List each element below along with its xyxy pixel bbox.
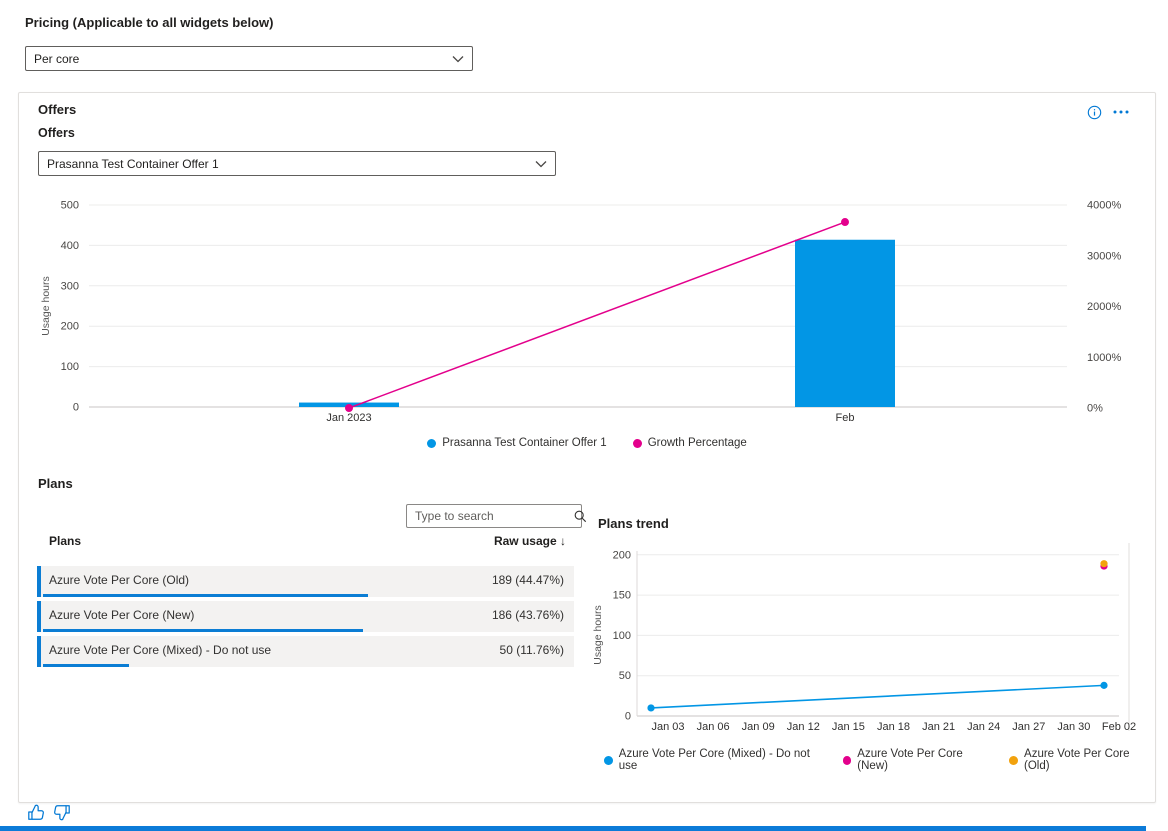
offers-dropdown-value: Prasanna Test Container Offer 1 xyxy=(47,156,219,171)
chevron-down-icon xyxy=(535,160,547,168)
info-icon[interactable] xyxy=(1085,103,1103,121)
axis-label: 200 xyxy=(61,321,79,333)
plan-raw-usage: 186 (43.76%) xyxy=(491,608,564,622)
thumb-down-icon[interactable] xyxy=(52,804,72,824)
plan-name: Azure Vote Per Core (Mixed) - Do not use xyxy=(49,643,272,657)
axis-label: Usage hours xyxy=(40,276,52,336)
plans-trend-chart: 0 50 100 150 200 Usage hours Jan 03 Jan 06 Jan 0… xyxy=(592,543,1136,733)
legend-item[interactable]: Azure Vote Per Core (Mixed) - Do not use xyxy=(604,748,827,772)
axis-label: Jan 03 xyxy=(651,721,684,733)
search-input[interactable] xyxy=(407,509,574,523)
axis-label: 1000% xyxy=(1087,352,1121,364)
offers-select-label: Offers xyxy=(38,126,75,140)
legend-dot xyxy=(632,438,642,448)
axis-label: 500 xyxy=(61,200,79,212)
axis-label: Jan 15 xyxy=(832,721,865,733)
chevron-down-icon xyxy=(452,55,464,63)
axis-label: 100 xyxy=(61,361,79,373)
row-accent-stripe xyxy=(37,601,41,632)
plan-usage-bar xyxy=(43,664,129,667)
column-header-plans: Plans xyxy=(49,534,82,548)
legend-label: Prasanna Test Container Offer 1 xyxy=(442,437,607,449)
axis-label: Jan 24 xyxy=(967,721,1000,733)
table-row[interactable]: Azure Vote Per Core (New) 186 (43.76%) xyxy=(37,601,574,632)
plans-table-header: Plans Raw usage ↓ xyxy=(37,534,574,551)
legend-item[interactable]: Growth Percentage xyxy=(632,437,747,449)
plans-search xyxy=(406,504,587,528)
card-title: Offers xyxy=(38,102,77,117)
legend-item[interactable]: Azure Vote Per Core (Old) xyxy=(1009,748,1155,772)
axis-label: 100 xyxy=(613,630,631,642)
axis-label: Jan 12 xyxy=(787,721,820,733)
horizontal-scrollbar[interactable] xyxy=(0,826,1146,831)
table-row[interactable]: Azure Vote Per Core (Mixed) - Do not use… xyxy=(37,636,574,667)
data-point xyxy=(1100,560,1108,568)
plan-name: Azure Vote Per Core (Old) xyxy=(49,573,190,587)
axis-label: 150 xyxy=(613,590,631,602)
plans-trend-title: Plans trend xyxy=(598,516,669,531)
axis-label: Jan 09 xyxy=(742,721,775,733)
pricing-dropdown[interactable]: Per core xyxy=(25,46,473,71)
axis-label: 300 xyxy=(61,280,79,292)
more-options-icon[interactable] xyxy=(1111,106,1131,118)
axis-label: Jan 27 xyxy=(1012,721,1045,733)
growth-point xyxy=(841,218,849,227)
axis-label: Jan 18 xyxy=(877,721,910,733)
usage-bar xyxy=(795,239,895,407)
legend-label: Azure Vote Per Core (New) xyxy=(857,748,963,772)
plan-usage-bar xyxy=(43,629,363,632)
legend-label: Azure Vote Per Core (Old) xyxy=(1024,748,1130,772)
legend-label: Azure Vote Per Core (Mixed) - Do not use xyxy=(618,748,810,772)
axis-label: 200 xyxy=(613,549,631,561)
axis-label: 0 xyxy=(625,711,631,723)
column-header-raw-usage[interactable]: Raw usage ↓ xyxy=(493,534,566,548)
search-icon[interactable] xyxy=(574,510,594,523)
offers-widget-card: Offers Offers Prasanna Test Container Of… xyxy=(18,92,1156,803)
data-point xyxy=(647,704,655,712)
legend-dot xyxy=(842,755,852,765)
table-row[interactable]: Azure Vote Per Core (Old) 189 (44.47%) xyxy=(37,566,574,597)
axis-label: Feb xyxy=(836,412,855,424)
axis-label: 4000% xyxy=(1087,200,1121,212)
pricing-label: Pricing (Applicable to all widgets below… xyxy=(25,15,274,30)
axis-label: 0% xyxy=(1087,403,1103,415)
row-accent-stripe xyxy=(37,566,41,597)
axis-label: Jan 2023 xyxy=(326,412,371,424)
axis-label: 400 xyxy=(61,240,79,252)
offer-chart-legend: Prasanna Test Container Offer 1 Growth Pe… xyxy=(19,437,1155,449)
plan-name: Azure Vote Per Core (New) xyxy=(49,608,195,622)
thumb-up-icon[interactable] xyxy=(26,803,46,823)
sort-descending-icon: ↓ xyxy=(560,534,566,548)
axis-label: 50 xyxy=(619,670,631,682)
plan-raw-usage: 189 (44.47%) xyxy=(491,573,564,587)
legend-item[interactable]: Azure Vote Per Core (New) xyxy=(842,748,994,772)
legend-dot xyxy=(604,755,613,765)
legend-dot xyxy=(427,438,437,448)
plan-usage-bar xyxy=(43,594,369,597)
plans-section-title: Plans xyxy=(38,476,73,491)
axis-label: Jan 30 xyxy=(1057,721,1090,733)
axis-label: Jan 21 xyxy=(922,721,955,733)
plans-table: Azure Vote Per Core (Old) 189 (44.47%) Azu… xyxy=(37,566,574,671)
legend-dot xyxy=(1009,755,1019,765)
axis-label: Feb 02 xyxy=(1102,721,1136,733)
growth-point xyxy=(345,404,353,412)
legend-item[interactable]: Prasanna Test Container Offer 1 xyxy=(427,437,607,449)
data-point xyxy=(1100,681,1108,689)
axis-label: 2000% xyxy=(1087,301,1121,313)
trend-line xyxy=(650,684,1105,709)
pricing-dropdown-value: Per core xyxy=(34,51,80,66)
axis-label: Jan 06 xyxy=(697,721,730,733)
growth-line xyxy=(348,221,846,409)
row-accent-stripe xyxy=(37,636,41,667)
axis-label: 3000% xyxy=(1087,250,1121,262)
axis-label: 0 xyxy=(73,402,79,414)
axis-label: Usage hours xyxy=(592,605,604,665)
plan-raw-usage: 50 (11.76%) xyxy=(499,643,564,657)
legend-label: Growth Percentage xyxy=(647,437,747,449)
plans-trend-legend: Azure Vote Per Core (Mixed) - Do not use… xyxy=(604,748,1155,772)
offer-usage-growth-chart: 0 100 200 300 400 500 0% 1000% 2000% 3000% 4000% Us… xyxy=(40,200,1121,425)
offers-dropdown[interactable]: Prasanna Test Container Offer 1 xyxy=(38,151,556,176)
